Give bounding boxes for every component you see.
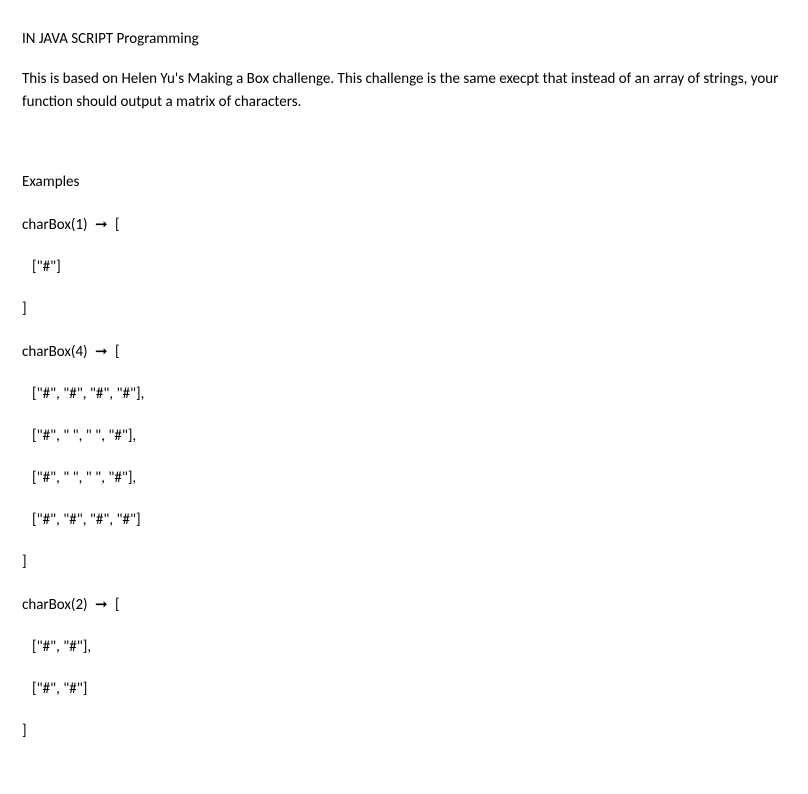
example-call: charBox(2) ➞ [	[22, 595, 780, 614]
example-row: ["#", "#"],	[22, 638, 780, 656]
description-text: This is based on Helen Yu's Making a Box…	[22, 68, 780, 113]
example-row: ["#", " ", " ", "#"],	[22, 427, 780, 445]
example-row: ["#", " ", " ", "#"],	[22, 469, 780, 487]
example-row: ["#", "#", "#", "#"]	[22, 511, 780, 529]
example-close-bracket: ]	[22, 722, 780, 740]
arrow-icon: ➞	[95, 342, 108, 361]
examples-container: charBox(1) ➞ [ ["#"]] charBox(4) ➞ [ ["#", …	[22, 215, 780, 740]
example-row: ["#", "#"]	[22, 680, 780, 698]
arrow-icon: ➞	[95, 215, 108, 234]
arrow-icon: ➞	[95, 595, 108, 614]
example-call: charBox(1) ➞ [	[22, 215, 780, 234]
document-page: IN JAVA SCRIPT Programming This is based…	[0, 0, 808, 794]
example-row: ["#"]	[22, 258, 780, 276]
examples-heading: Examples	[22, 173, 780, 191]
example-row: ["#", "#", "#", "#"],	[22, 385, 780, 403]
page-title: IN JAVA SCRIPT Programming	[22, 30, 780, 48]
example-close-bracket: ]	[22, 553, 780, 571]
example-call: charBox(4) ➞ [	[22, 342, 780, 361]
example-close-bracket: ]	[22, 300, 780, 318]
